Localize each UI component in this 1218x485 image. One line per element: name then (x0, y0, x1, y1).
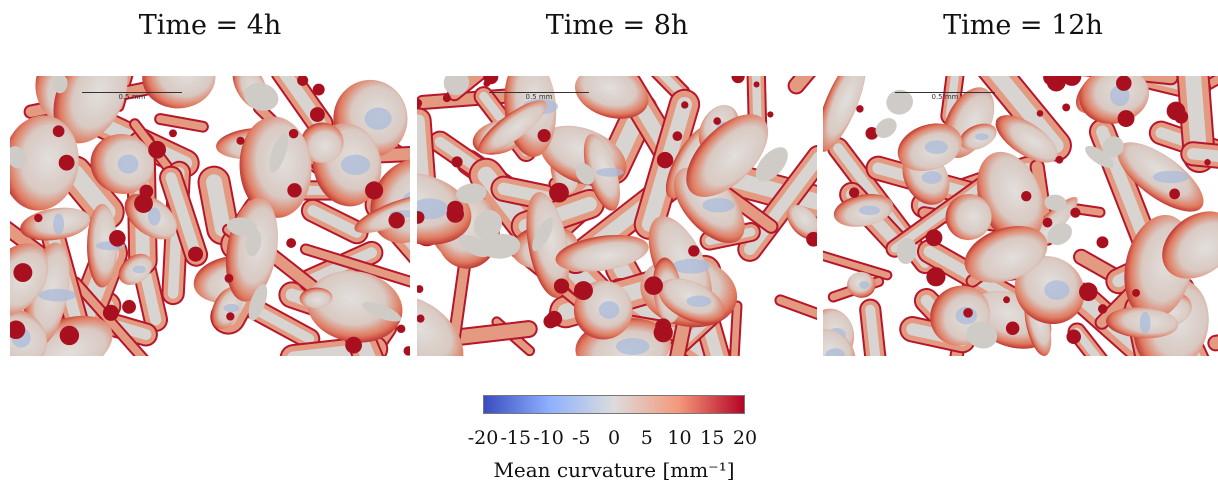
colorbar-label: Mean curvature [mm⁻¹] (493, 458, 735, 482)
colorbar-tick-label: -10 (533, 427, 564, 449)
render-panel-12h: 0.5 mm (823, 76, 1218, 356)
microstructure-render-8h (417, 76, 817, 356)
surface-blobs (417, 76, 817, 356)
colorbar-tick-label: 10 (667, 427, 692, 449)
colorbar-tick-label: 0 (607, 427, 621, 449)
render-panel-4h: 0.5 mm (10, 76, 410, 356)
colorbar-tick-label: 5 (640, 427, 653, 449)
scale-bar: 0.5 mm (82, 92, 182, 101)
panel-title-4h: Time = 4h (138, 10, 282, 41)
colorbar-tick-label: -5 (571, 427, 591, 449)
scale-bar-label: 0.5 mm (525, 93, 553, 101)
colorbar-tick-label: 15 (700, 427, 725, 449)
microstructure-render-12h (823, 76, 1218, 356)
colorbar-tick-label: -15 (500, 427, 532, 449)
scale-bar: 0.5 mm (489, 92, 589, 101)
microstructure-render-4h (10, 76, 410, 356)
scale-bar-label: 0.5 mm (118, 93, 146, 101)
colorbar (483, 395, 745, 414)
colorbar-tick-label: 20 (732, 427, 758, 449)
panel-title-8h: Time = 8h (545, 10, 689, 41)
colorbar-tick-label: -20 (467, 427, 499, 449)
colorbar-ticks: -20 -15 -10 -5 0 5 10 15 20 (468, 427, 757, 449)
surface-blobs (10, 76, 410, 356)
render-panel-8h: 0.5 mm (417, 76, 817, 356)
scale-bar-label: 0.5 mm (931, 93, 959, 101)
surface-blobs (823, 76, 1218, 356)
scale-bar: 0.5 mm (895, 92, 995, 101)
panel-title-12h: Time = 12h (943, 10, 1103, 41)
